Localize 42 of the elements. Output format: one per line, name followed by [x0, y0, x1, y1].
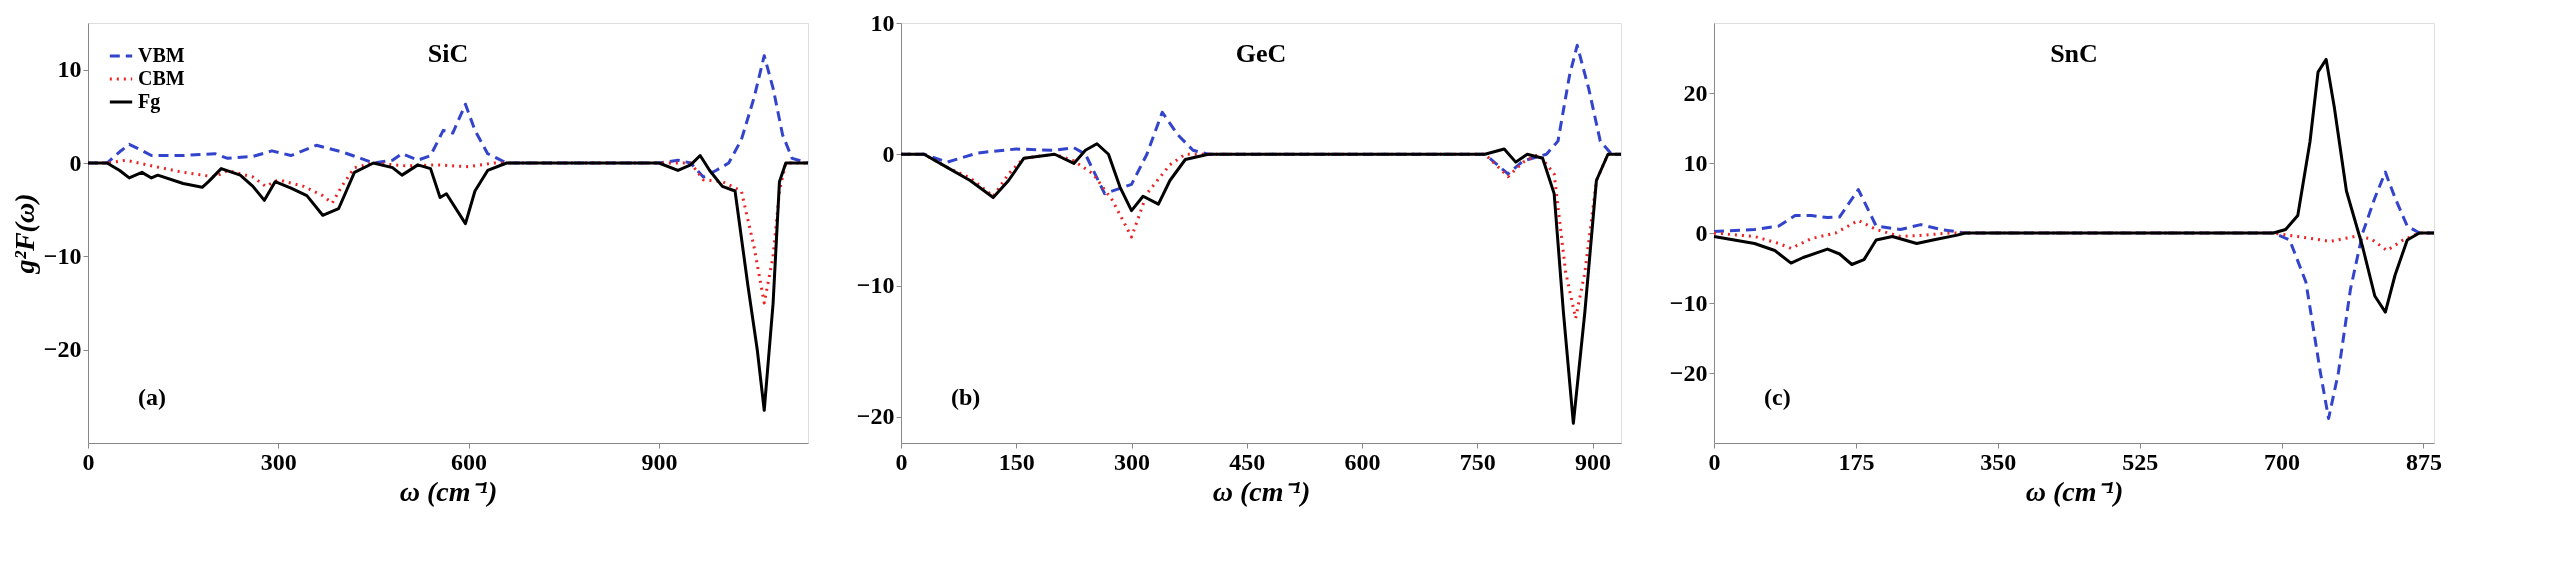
- x-tick-label: 600: [451, 448, 488, 475]
- x-tick-label: 900: [641, 448, 678, 475]
- x-tick-label: 875: [2405, 448, 2442, 475]
- x-tick-label: 700: [2264, 448, 2301, 475]
- x-tick-label: 525: [2122, 448, 2159, 475]
- text: SiC: [427, 39, 469, 68]
- x-tick-label: 600: [1344, 448, 1381, 475]
- x-axis-title: ω (cm⁻¹): [399, 475, 498, 507]
- y-axis-title: g²F(ω): [8, 193, 40, 275]
- y-tick-label: −20: [43, 336, 82, 363]
- line-series: [86, 154, 810, 412]
- x-axis-title: ω (cm⁻¹): [1212, 475, 1311, 507]
- x-tick-label: 300: [260, 448, 297, 475]
- x-tick-label: 300: [1114, 448, 1151, 475]
- y-tick-label: 10: [870, 9, 895, 36]
- y-tick-label: −20: [856, 403, 895, 430]
- y-tick-label: 0: [69, 149, 82, 176]
- x-tick-label: 350: [1980, 448, 2017, 475]
- x-tick-label: 175: [1838, 448, 1875, 475]
- annotation: (a): [138, 384, 166, 410]
- x-tick-label: 750: [1459, 448, 1496, 475]
- annotation: (b): [951, 384, 981, 410]
- legend-label: VBM: [138, 44, 185, 66]
- y-tick-label: −10: [43, 242, 82, 269]
- x-axis-title: ω (cm⁻¹): [2025, 475, 2124, 507]
- y-tick-label: −10: [856, 272, 895, 298]
- text: GeC: [1235, 39, 1287, 68]
- legend-label: CBM: [138, 67, 185, 89]
- y-tick-label: −10: [1669, 289, 1708, 316]
- annotation: (c): [1764, 384, 1791, 410]
- y-tick-label: 10: [1683, 149, 1708, 176]
- y-tick-label: −20: [1669, 359, 1708, 386]
- y-tick-label: 0: [882, 140, 895, 167]
- x-tick-label: 150: [998, 448, 1035, 475]
- line-series: [899, 142, 1623, 425]
- text: SnC: [2050, 39, 2098, 68]
- x-tick-label: 900: [1575, 448, 1612, 475]
- x-tick-label: 450: [1229, 448, 1266, 475]
- y-tick-label: 0: [1695, 219, 1708, 246]
- y-tick-label: 20: [1683, 79, 1708, 106]
- legend-label: Fg: [138, 90, 161, 113]
- y-tick-label: 10: [57, 56, 82, 83]
